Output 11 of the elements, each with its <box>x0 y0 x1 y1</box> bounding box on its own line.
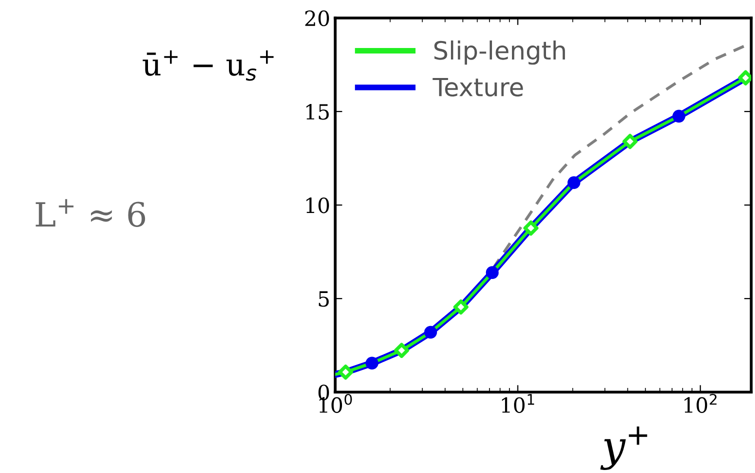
text: L$^{+}$ ≈ 6 <box>36 199 146 227</box>
y-tick-label: 10 <box>306 198 329 214</box>
y-tick-label: 5 <box>318 291 329 307</box>
y-tick-label: 15 <box>306 104 329 120</box>
x-tick-label: 10$^{1}$ <box>502 394 534 413</box>
y-tick-label: 20 <box>305 10 329 26</box>
y-axis-title: ū$^{+}$ − u$_{s}$$^{+}$ <box>142 50 274 81</box>
legend-label: Slip-length <box>434 40 565 65</box>
x-tick-label: 10$^{2}$ <box>684 394 717 413</box>
legend-label: Texture <box>432 78 523 97</box>
x-axis-title: y$^{+}$ <box>600 426 648 470</box>
